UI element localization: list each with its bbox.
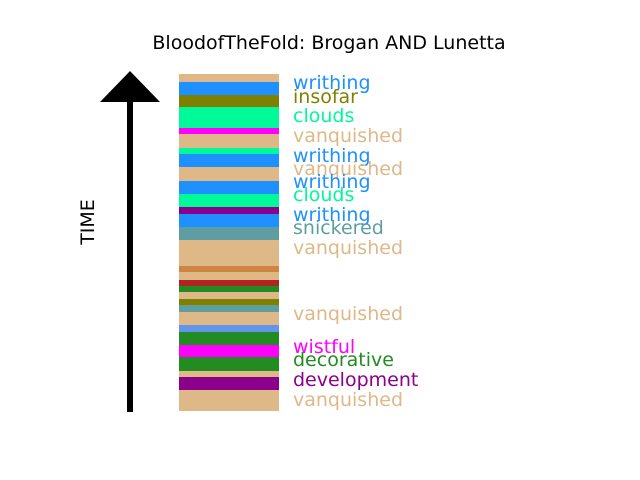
word-label: clouds	[293, 105, 355, 128]
word-label: wistful	[293, 335, 356, 358]
timeline-band	[179, 213, 279, 227]
timeline-band	[179, 193, 279, 208]
timeline-band	[179, 82, 279, 95]
time-axis-label: TIME	[77, 199, 99, 245]
word-label: clouds	[293, 183, 355, 206]
word-label: development	[293, 368, 419, 391]
timeline-band	[179, 331, 279, 345]
word-label: vanquished	[293, 125, 404, 147]
timeline-band	[179, 147, 279, 154]
word-label: writhing	[293, 145, 371, 168]
timeline-band	[179, 94, 279, 108]
timeline-band	[179, 279, 279, 286]
timeline-band	[179, 127, 279, 135]
word-label: snickered	[293, 217, 384, 239]
timeline-band	[179, 207, 279, 214]
arrow-head	[100, 71, 160, 102]
timeline-band	[179, 153, 279, 167]
timeline-band	[179, 181, 279, 194]
timeline-band	[179, 298, 279, 306]
timeline-band	[179, 325, 279, 332]
diagram-title: BloodofTheFold: Brogan AND Lunetta	[152, 32, 506, 54]
time-arrow	[100, 71, 160, 412]
word-label: writhing	[293, 170, 371, 193]
arrow-shaft	[127, 101, 133, 412]
timeline-band	[179, 376, 279, 391]
word-label: vanquished	[293, 302, 404, 325]
word-label: writhing	[293, 72, 371, 95]
word-label: insofar	[293, 85, 358, 108]
word-label: vanquished	[293, 158, 404, 181]
timeline-band	[179, 357, 279, 371]
word-label: vanquished	[293, 389, 404, 412]
word-label: decorative	[293, 349, 394, 372]
timeline-band	[179, 226, 279, 241]
word-label: vanquished	[293, 236, 404, 259]
timeline-band	[179, 285, 279, 293]
timeline-band	[179, 305, 279, 312]
timeline-band	[179, 107, 279, 128]
timeline-band	[179, 266, 279, 273]
word-label: writhing	[293, 204, 371, 227]
timeline-strip	[179, 74, 279, 411]
timeline-band	[179, 344, 279, 358]
